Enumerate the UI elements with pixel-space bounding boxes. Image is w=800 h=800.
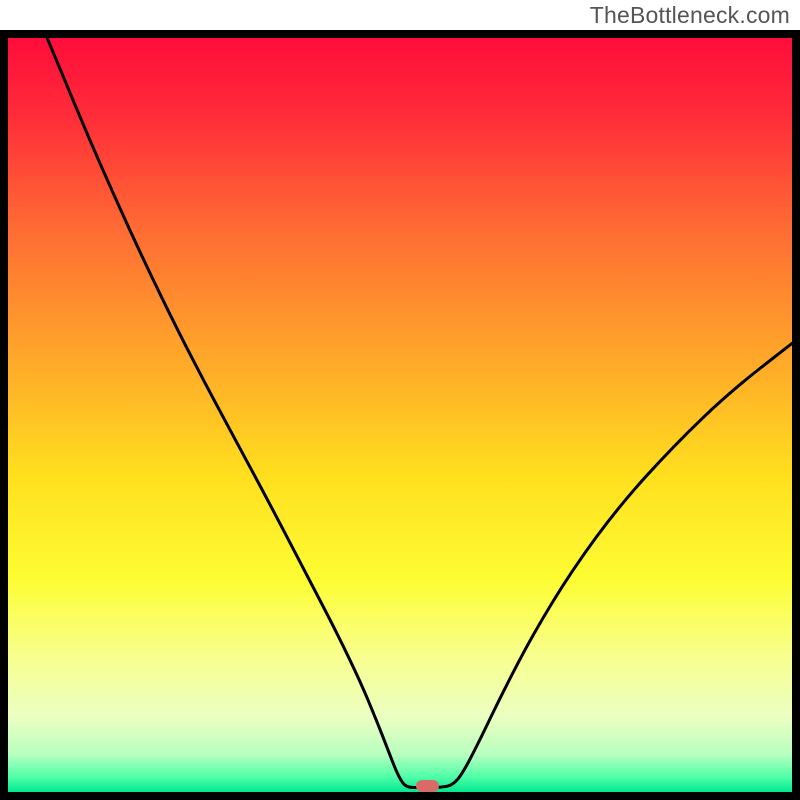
- bottleneck-curve: [8, 38, 792, 792]
- watermark-text: TheBottleneck.com: [590, 2, 790, 29]
- plot-area: [0, 30, 800, 800]
- optimum-marker: [416, 780, 440, 792]
- chart-frame: TheBottleneck.com: [0, 0, 800, 800]
- curve-path: [47, 38, 792, 787]
